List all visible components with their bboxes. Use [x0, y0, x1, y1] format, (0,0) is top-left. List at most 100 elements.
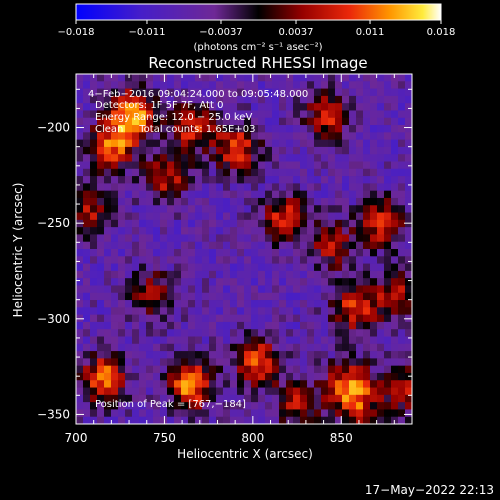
- heatmap-cell: [265, 394, 273, 403]
- heatmap-cell: [104, 183, 112, 192]
- heatmap-cell: [307, 176, 315, 184]
- heatmap-cell: [398, 402, 406, 410]
- heatmap-cell: [405, 197, 412, 206]
- heatmap-cell: [216, 270, 224, 279]
- heatmap-cell: [76, 380, 84, 388]
- heatmap-cell: [118, 154, 126, 162]
- heatmap-cell: [167, 241, 175, 250]
- heatmap-cell: [83, 416, 91, 424]
- heatmap-cell: [384, 249, 392, 257]
- heatmap-cell: [132, 103, 140, 111]
- heatmap-cell: [405, 307, 412, 316]
- heatmap-cell: [216, 343, 224, 352]
- heatmap-cell: [405, 205, 412, 213]
- heatmap-cell: [237, 168, 245, 177]
- heatmap-cell: [188, 249, 196, 257]
- heatmap-cell: [300, 256, 308, 264]
- heatmap-cell: [384, 197, 392, 206]
- heatmap-cell: [272, 205, 280, 213]
- heatmap-cell: [279, 285, 287, 294]
- heatmap-cell: [405, 256, 412, 264]
- heatmap-cell: [349, 278, 357, 286]
- heatmap-cell: [279, 321, 287, 330]
- heatmap-cell: [349, 307, 357, 316]
- heatmap-cell: [307, 314, 315, 323]
- heatmap-cell: [251, 263, 259, 272]
- heatmap-cell: [188, 394, 196, 403]
- heatmap-cell: [216, 132, 224, 141]
- heatmap-cell: [230, 351, 238, 359]
- heatmap-cell: [83, 292, 91, 301]
- heatmap-cell: [139, 416, 147, 424]
- heatmap-cell: [188, 307, 196, 316]
- y-tick-label: −200: [37, 121, 70, 135]
- heatmap-cell: [202, 270, 210, 279]
- heatmap-cell: [314, 183, 322, 192]
- heatmap-cell: [251, 307, 259, 316]
- heatmap-cell: [90, 139, 98, 148]
- heatmap-cell: [258, 329, 266, 337]
- heatmap-cell: [328, 329, 336, 337]
- heatmap-cell: [293, 205, 301, 213]
- heatmap-cell: [209, 197, 217, 206]
- heatmap-cell: [293, 183, 301, 192]
- heatmap-cell: [286, 103, 294, 111]
- heatmap-cell: [76, 176, 84, 184]
- heatmap-cell: [174, 219, 182, 228]
- heatmap-cell: [76, 307, 84, 316]
- heatmap-cell: [209, 300, 217, 308]
- heatmap-cell: [139, 358, 147, 367]
- heatmap-cell: [356, 183, 364, 192]
- heatmap-cell: [209, 161, 217, 170]
- heatmap-cell: [363, 249, 371, 257]
- heatmap-cell: [307, 110, 315, 119]
- heatmap-cell: [272, 278, 280, 286]
- heatmap-cell: [391, 329, 399, 337]
- heatmap-cell: [139, 197, 147, 206]
- heatmap-cell: [265, 146, 273, 155]
- heatmap-cell: [391, 343, 399, 352]
- heatmap-cell: [279, 190, 287, 199]
- heatmap-cell: [279, 278, 287, 286]
- heatmap-cell: [223, 154, 231, 162]
- heatmap-cell: [342, 343, 350, 352]
- heatmap-cell: [132, 292, 140, 301]
- heatmap-cell: [286, 343, 294, 352]
- heatmap-cell: [321, 278, 329, 286]
- heatmap-cell: [223, 132, 231, 141]
- heatmap-cell: [321, 205, 329, 213]
- heatmap-cell: [279, 336, 287, 345]
- heatmap-cell: [202, 227, 210, 235]
- heatmap-cell: [209, 263, 217, 272]
- heatmap-cell: [209, 139, 217, 148]
- heatmap-cell: [160, 95, 168, 104]
- heatmap-cell: [195, 88, 203, 97]
- heatmap-cell: [321, 300, 329, 308]
- heatmap-cell: [405, 365, 412, 374]
- heatmap-cell: [349, 110, 357, 119]
- heatmap-cell: [223, 125, 231, 133]
- heatmap-cell: [307, 300, 315, 308]
- heatmap-cell: [314, 285, 322, 294]
- heatmap-cell: [265, 197, 273, 206]
- heatmap-cell: [384, 205, 392, 213]
- heatmap-cell: [370, 110, 378, 119]
- heatmap-cell: [307, 307, 315, 316]
- heatmap-cell: [251, 300, 259, 308]
- heatmap-cell: [335, 329, 343, 337]
- heatmap-cell: [195, 176, 203, 184]
- heatmap-cell: [97, 416, 105, 424]
- heatmap-cell: [125, 365, 133, 374]
- heatmap-cell: [223, 241, 231, 250]
- heatmap-cell: [209, 146, 217, 155]
- heatmap-cell: [244, 190, 252, 199]
- heatmap-cell: [83, 227, 91, 235]
- heatmap-cell: [132, 132, 140, 141]
- heatmap-cell: [104, 212, 112, 221]
- heatmap-cell: [356, 219, 364, 228]
- heatmap-cell: [118, 285, 126, 294]
- heatmap-cell: [104, 88, 112, 97]
- heatmap-cell: [139, 74, 147, 82]
- heatmap-cell: [251, 321, 259, 330]
- heatmap-cell: [174, 183, 182, 192]
